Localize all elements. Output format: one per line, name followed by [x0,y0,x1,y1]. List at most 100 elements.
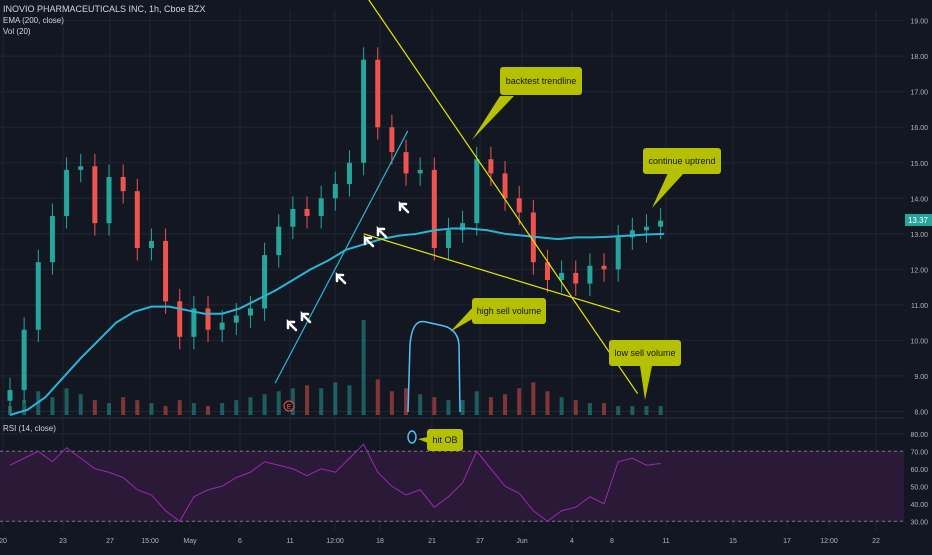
y-tick-label: 12.00 [910,267,928,274]
candle [134,191,140,249]
candle [361,59,367,163]
volume-bar [517,388,522,415]
volume-bar [135,400,140,415]
volume-bar [234,400,239,415]
annotation-backtest[interactable]: backtest trendline [472,67,582,140]
volume-bar [248,397,253,415]
candle [332,184,338,199]
candle [177,301,183,337]
callout-text: low sell volume [614,348,675,358]
volume-bar [432,397,437,415]
symbol-title: INOVIO PHARMACEUTICALS INC, 1h, Cboe BZX [3,4,206,14]
volume-bar [276,391,281,415]
arrow-icon [335,271,347,285]
ema-series [9,227,665,416]
rsi-tick-label: 50.00 [910,484,928,491]
annotation-low-sell[interactable]: low sell volume [609,340,681,400]
volume-bar [92,400,97,415]
vol-legend: Vol (20) [3,27,31,36]
volume-bar [375,379,380,415]
earnings-icon[interactable] [283,400,295,412]
volume-bar [361,320,366,415]
volume-bar [559,397,564,415]
earnings-icon-glyph: E [287,404,292,411]
x-tick-label: 15 [729,538,737,545]
callout-pointer [472,96,514,140]
ema-line [9,227,665,416]
x-tick-label: 8 [610,538,614,545]
candle [375,59,381,128]
x-tick-label: 27 [476,538,484,545]
x-tick-label: 11 [286,538,293,545]
y-tick-label: 9.00 [914,374,928,381]
candle [21,329,27,391]
trendline [274,130,409,384]
candle [559,272,565,280]
candle [219,322,225,330]
rsi-tick-label: 70.00 [910,449,928,456]
candle [191,308,197,337]
x-tick-label: May [183,538,197,545]
volume-bar [177,400,182,415]
volume-bar [658,406,663,415]
x-tick-label: 17 [783,538,791,545]
volume-bar [389,391,394,415]
y-tick-label: 11.00 [911,303,928,310]
volume-bar [262,394,267,415]
x-tick-label: Jun [516,538,527,545]
axes: 8.00 9.00 10.00 11.00 12.00 13.00 14.00 15.00 16… [0,19,928,545]
candle [290,208,296,227]
candle [163,240,169,302]
candle [474,159,480,224]
callout-pointer [652,173,684,208]
y-tick-label: 15.00 [910,161,928,168]
x-tick-label: 18 [376,538,384,545]
x-tick-label: 27 [106,538,114,545]
y-tick-label: 14.00 [910,196,928,203]
volume-bar [163,406,168,415]
volume-bar [616,406,621,415]
callout-box [643,148,721,174]
annotation-high-sell[interactable]: high sell volume [450,298,546,332]
volume-bar [347,385,352,415]
candle [262,255,268,309]
annotation-continue[interactable]: continue uptrend [643,148,721,208]
arrow-icon [376,225,388,239]
rsi-line [9,443,661,522]
y-tick-label: 8.00 [914,409,928,416]
volume-bar [531,382,536,415]
candle [488,159,494,174]
y-tick-label: 13.00 [910,232,928,239]
volume-bar [418,394,423,415]
callout-pointer [418,437,428,443]
candle [7,390,13,401]
volume-bar [587,403,592,415]
trendline [363,233,621,313]
candle [445,230,451,249]
y-tick-label: 17.00 [910,90,928,97]
x-tick-label: 20 [0,538,7,545]
volume-bar [220,403,225,415]
trendlines[interactable] [274,0,639,395]
volume-bar [121,397,126,415]
arrow-icon [300,310,312,324]
candle [403,152,409,174]
rsi-tick-label: 40.00 [910,502,928,509]
candle [389,127,395,153]
volume-bar [503,394,508,415]
callout-box [427,429,463,451]
candle [49,216,55,263]
x-tick-label: 6 [238,538,242,545]
annotation-hit-ob[interactable]: hit OB [418,429,463,451]
y-tick-label: 16.00 [910,125,928,132]
volume-bar [319,388,324,415]
volume-bar [290,388,295,415]
volume-bar [644,406,649,415]
candle [92,166,98,224]
candle [318,198,324,217]
candle [658,220,664,227]
rsi-band [0,450,904,522]
candle [35,262,41,330]
